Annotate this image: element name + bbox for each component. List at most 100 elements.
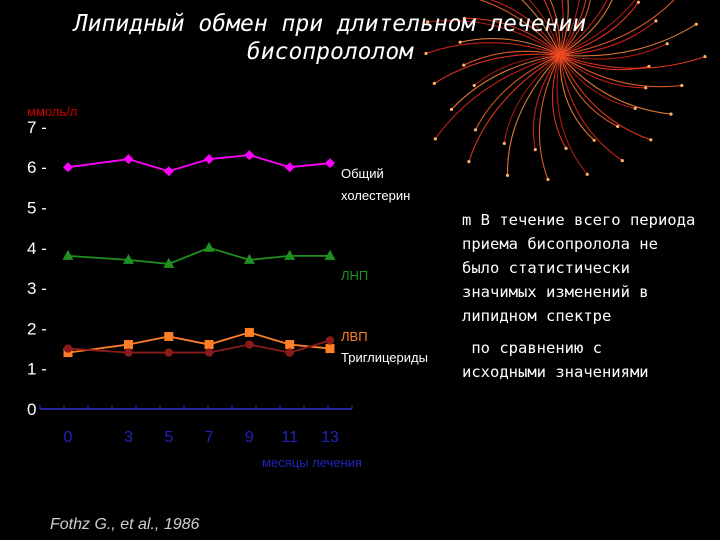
data-point [122,253,134,264]
firework-ray [464,17,561,56]
firework-spark [473,128,478,132]
firework-spark [636,0,641,4]
data-point [204,348,214,357]
firework-ray [543,0,561,56]
conclusion-line: приема бисопролола не [462,235,658,253]
firework-ray [473,54,561,86]
firework-ray [559,43,668,60]
firework-ray [551,54,567,149]
firework-ray [559,54,595,141]
slide-title-line2: бисопрололом [246,39,414,65]
x-tick-label: 7 [205,429,214,446]
y-tick-label: 7 - [27,118,47,137]
conclusion-line: значимых изменений в [462,283,649,301]
data-point [204,340,214,350]
firework-spark [620,159,624,163]
y-axis-ticks: 0 1 - 2 - 3 - 4 - 5 - 6 - 7 - [27,118,47,419]
firework-ray [489,0,561,56]
series-label-cholesterol-line1: Общий [341,166,384,181]
data-point [164,348,173,357]
firework-ray [434,53,561,84]
firework-ray [559,54,618,127]
data-point [245,340,254,349]
firework-spark [433,137,437,141]
data-point [324,249,336,260]
data-point [124,348,133,357]
firework-ray [434,54,561,140]
conclusion-line: по сравнению с [462,339,602,357]
firework-spark [426,20,430,24]
firework-ray [532,54,561,150]
firework-ray [559,54,646,89]
x-tick-label: 13 [321,429,339,446]
y-tick-label: 1 - [27,360,47,379]
firework-spark [467,160,471,164]
firework-spark [462,63,466,67]
firework-spark [564,146,568,150]
data-point [164,331,174,341]
firework-ray [559,0,587,56]
firework-spark [462,16,466,20]
conclusion-line: m В течение всего периода [462,211,696,229]
series-label-hdl: ЛВП [341,329,368,344]
x-axis-tick-marks [39,405,353,409]
firework-ray [478,0,561,56]
firework-spark [644,86,648,90]
firework-ray [538,54,561,180]
firework-ray [475,54,561,131]
series-label-triglycerides: Триглицериды [341,350,428,365]
x-tick-label: 0 [64,429,73,446]
series-triglycerides [63,336,335,357]
firework-ray [559,0,636,56]
firework-spark [505,173,510,177]
firework-ray [559,0,608,56]
data-point [63,344,73,353]
firework-spark [654,19,658,23]
data-point [284,249,296,260]
slide-title-line1: Липидный обмен при длительном лечении [73,11,587,37]
x-axis-label: месяцы лечения [262,455,362,470]
firework-spark [533,148,537,152]
firework-ray [425,42,561,56]
data-point [284,162,295,173]
series-label-ldl: ЛНП [341,268,368,283]
y-axis-label: ммоль/л [27,104,77,119]
firework-ray [468,54,561,162]
y-tick-label: 2 - [27,319,47,338]
y-tick-label: 6 - [27,158,47,177]
firework-ray [559,54,651,141]
firework-spark [432,81,436,85]
firework-spark [633,106,637,111]
data-point [163,166,174,177]
firework-spark [694,22,698,26]
firework-spark [680,83,684,88]
firework-spark [665,42,669,46]
data-point [244,150,255,161]
firework-spark [472,83,476,88]
firework-ray [556,54,588,175]
firework-ray [528,0,561,56]
firework-ray [559,0,580,56]
firework-ray [559,0,569,56]
firework-ray [427,20,561,56]
data-point [204,154,215,165]
y-tick-label: 0 [27,400,36,419]
x-tick-label: 9 [245,429,254,446]
firework-ray [559,54,623,162]
firework-ray [549,0,561,56]
x-tick-label: 5 [164,429,173,446]
firework-spark [649,138,653,142]
firework-ray [451,54,561,110]
data-point [325,158,335,169]
firework-ray [559,23,697,57]
firework-ray [559,0,564,56]
firework-ray [503,54,561,144]
conclusion-line: было статистически [462,259,630,277]
firework-ray [506,54,561,176]
firework-spark [449,107,454,112]
slide-title: Липидный обмен при длительном лечении би… [20,10,640,66]
firework-ray [559,54,636,109]
x-axis-ticks: 0 3 5 7 9 11 13 [64,429,339,446]
firework-ray [559,1,639,56]
data-point [123,340,133,350]
